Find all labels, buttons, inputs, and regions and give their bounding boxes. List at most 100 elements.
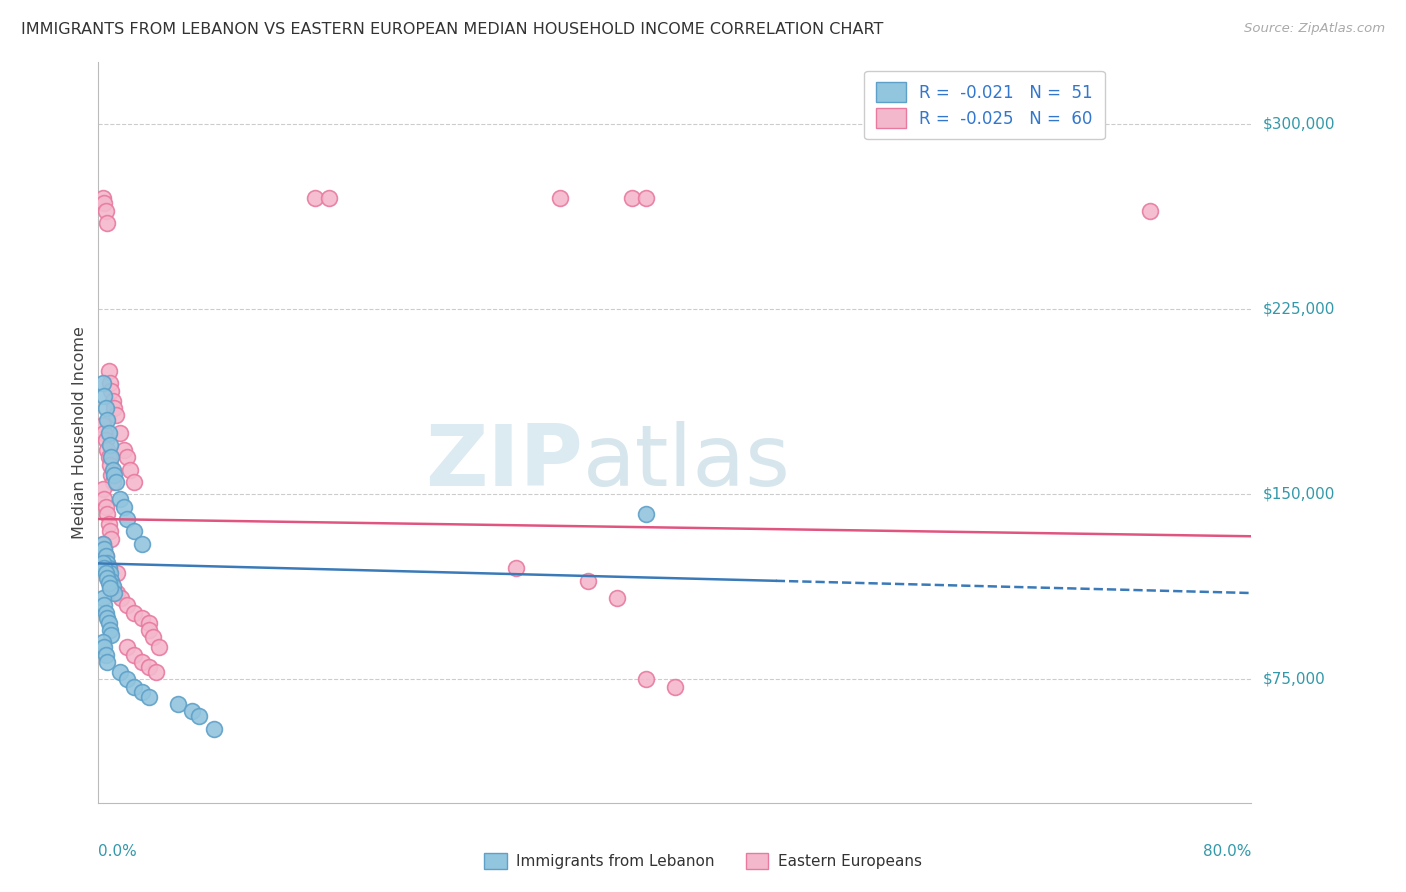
Point bbox=[131, 610, 153, 624]
Point bbox=[93, 492, 115, 507]
Point bbox=[548, 191, 571, 205]
Point bbox=[94, 203, 117, 218]
Text: 0.0%: 0.0% bbox=[98, 844, 138, 858]
Point bbox=[100, 384, 122, 398]
Point bbox=[91, 591, 114, 605]
Point bbox=[117, 450, 139, 465]
Point bbox=[100, 574, 122, 588]
Point bbox=[100, 628, 122, 642]
Point bbox=[131, 685, 153, 699]
Legend: R =  -0.021   N =  51, R =  -0.025   N =  60: R = -0.021 N = 51, R = -0.025 N = 60 bbox=[865, 70, 1105, 139]
Point bbox=[94, 549, 117, 563]
Point bbox=[93, 541, 115, 556]
Point bbox=[103, 401, 125, 415]
Legend: Immigrants from Lebanon, Eastern Europeans: Immigrants from Lebanon, Eastern Europea… bbox=[478, 847, 928, 875]
Point bbox=[636, 191, 658, 205]
Point bbox=[96, 413, 118, 427]
Point bbox=[108, 492, 131, 507]
Point bbox=[91, 418, 114, 433]
Point bbox=[96, 507, 118, 521]
Point bbox=[97, 425, 120, 440]
Point bbox=[110, 591, 132, 605]
Point bbox=[96, 557, 118, 571]
Point bbox=[94, 566, 117, 581]
Point bbox=[93, 640, 115, 655]
Point bbox=[124, 648, 146, 662]
Point bbox=[98, 623, 121, 637]
Point bbox=[97, 450, 120, 465]
Point bbox=[94, 648, 117, 662]
Point bbox=[188, 709, 211, 723]
Point bbox=[117, 640, 139, 655]
Text: Source: ZipAtlas.com: Source: ZipAtlas.com bbox=[1244, 22, 1385, 36]
Point bbox=[97, 516, 120, 531]
Point bbox=[100, 467, 122, 482]
Point bbox=[101, 475, 124, 489]
Point bbox=[96, 571, 118, 585]
Text: $75,000: $75,000 bbox=[1263, 672, 1326, 687]
Point bbox=[91, 536, 114, 550]
Point bbox=[304, 191, 326, 205]
Point bbox=[124, 475, 146, 489]
Point bbox=[1139, 203, 1161, 218]
Point bbox=[606, 591, 628, 605]
Point bbox=[664, 680, 686, 694]
Point bbox=[98, 581, 121, 595]
Text: ZIP: ZIP bbox=[425, 421, 582, 504]
Point bbox=[145, 665, 167, 679]
Point bbox=[112, 442, 135, 457]
Point bbox=[138, 615, 160, 630]
Point bbox=[108, 665, 131, 679]
Text: IMMIGRANTS FROM LEBANON VS EASTERN EUROPEAN MEDIAN HOUSEHOLD INCOME CORRELATION : IMMIGRANTS FROM LEBANON VS EASTERN EUROP… bbox=[21, 22, 883, 37]
Point bbox=[94, 401, 117, 415]
Point bbox=[97, 576, 120, 591]
Text: atlas: atlas bbox=[582, 421, 790, 504]
Point bbox=[97, 561, 120, 575]
Y-axis label: Median Household Income: Median Household Income bbox=[72, 326, 87, 539]
Point bbox=[101, 393, 124, 408]
Point bbox=[91, 536, 114, 550]
Point bbox=[98, 458, 121, 472]
Point bbox=[91, 376, 114, 391]
Point bbox=[98, 438, 121, 452]
Point bbox=[318, 191, 340, 205]
Point bbox=[202, 722, 225, 736]
Point bbox=[96, 442, 118, 457]
Point bbox=[108, 425, 131, 440]
Point bbox=[131, 655, 153, 669]
Point bbox=[96, 557, 118, 571]
Point bbox=[91, 635, 114, 649]
Point bbox=[93, 599, 115, 613]
Point bbox=[91, 483, 114, 497]
Point bbox=[91, 557, 114, 571]
Point bbox=[105, 586, 128, 600]
Point bbox=[636, 673, 658, 687]
Point bbox=[93, 425, 115, 440]
Text: $300,000: $300,000 bbox=[1263, 117, 1336, 132]
Text: $150,000: $150,000 bbox=[1263, 487, 1336, 502]
Point bbox=[138, 623, 160, 637]
Point bbox=[101, 462, 124, 476]
Point bbox=[98, 566, 121, 581]
Point bbox=[103, 467, 125, 482]
Point bbox=[93, 541, 115, 556]
Point bbox=[181, 705, 204, 719]
Point bbox=[94, 549, 117, 563]
Point bbox=[117, 512, 139, 526]
Point bbox=[505, 561, 527, 575]
Point bbox=[104, 409, 127, 423]
Point bbox=[98, 376, 121, 391]
Point bbox=[96, 655, 118, 669]
Point bbox=[93, 561, 115, 575]
Point bbox=[94, 433, 117, 447]
Point bbox=[120, 462, 142, 476]
Point bbox=[636, 507, 658, 521]
Point bbox=[131, 536, 153, 550]
Point bbox=[105, 566, 128, 581]
Point bbox=[138, 660, 160, 674]
Point bbox=[117, 673, 139, 687]
Point bbox=[148, 640, 170, 655]
Point bbox=[166, 697, 188, 711]
Point bbox=[94, 606, 117, 620]
Point bbox=[100, 450, 122, 465]
